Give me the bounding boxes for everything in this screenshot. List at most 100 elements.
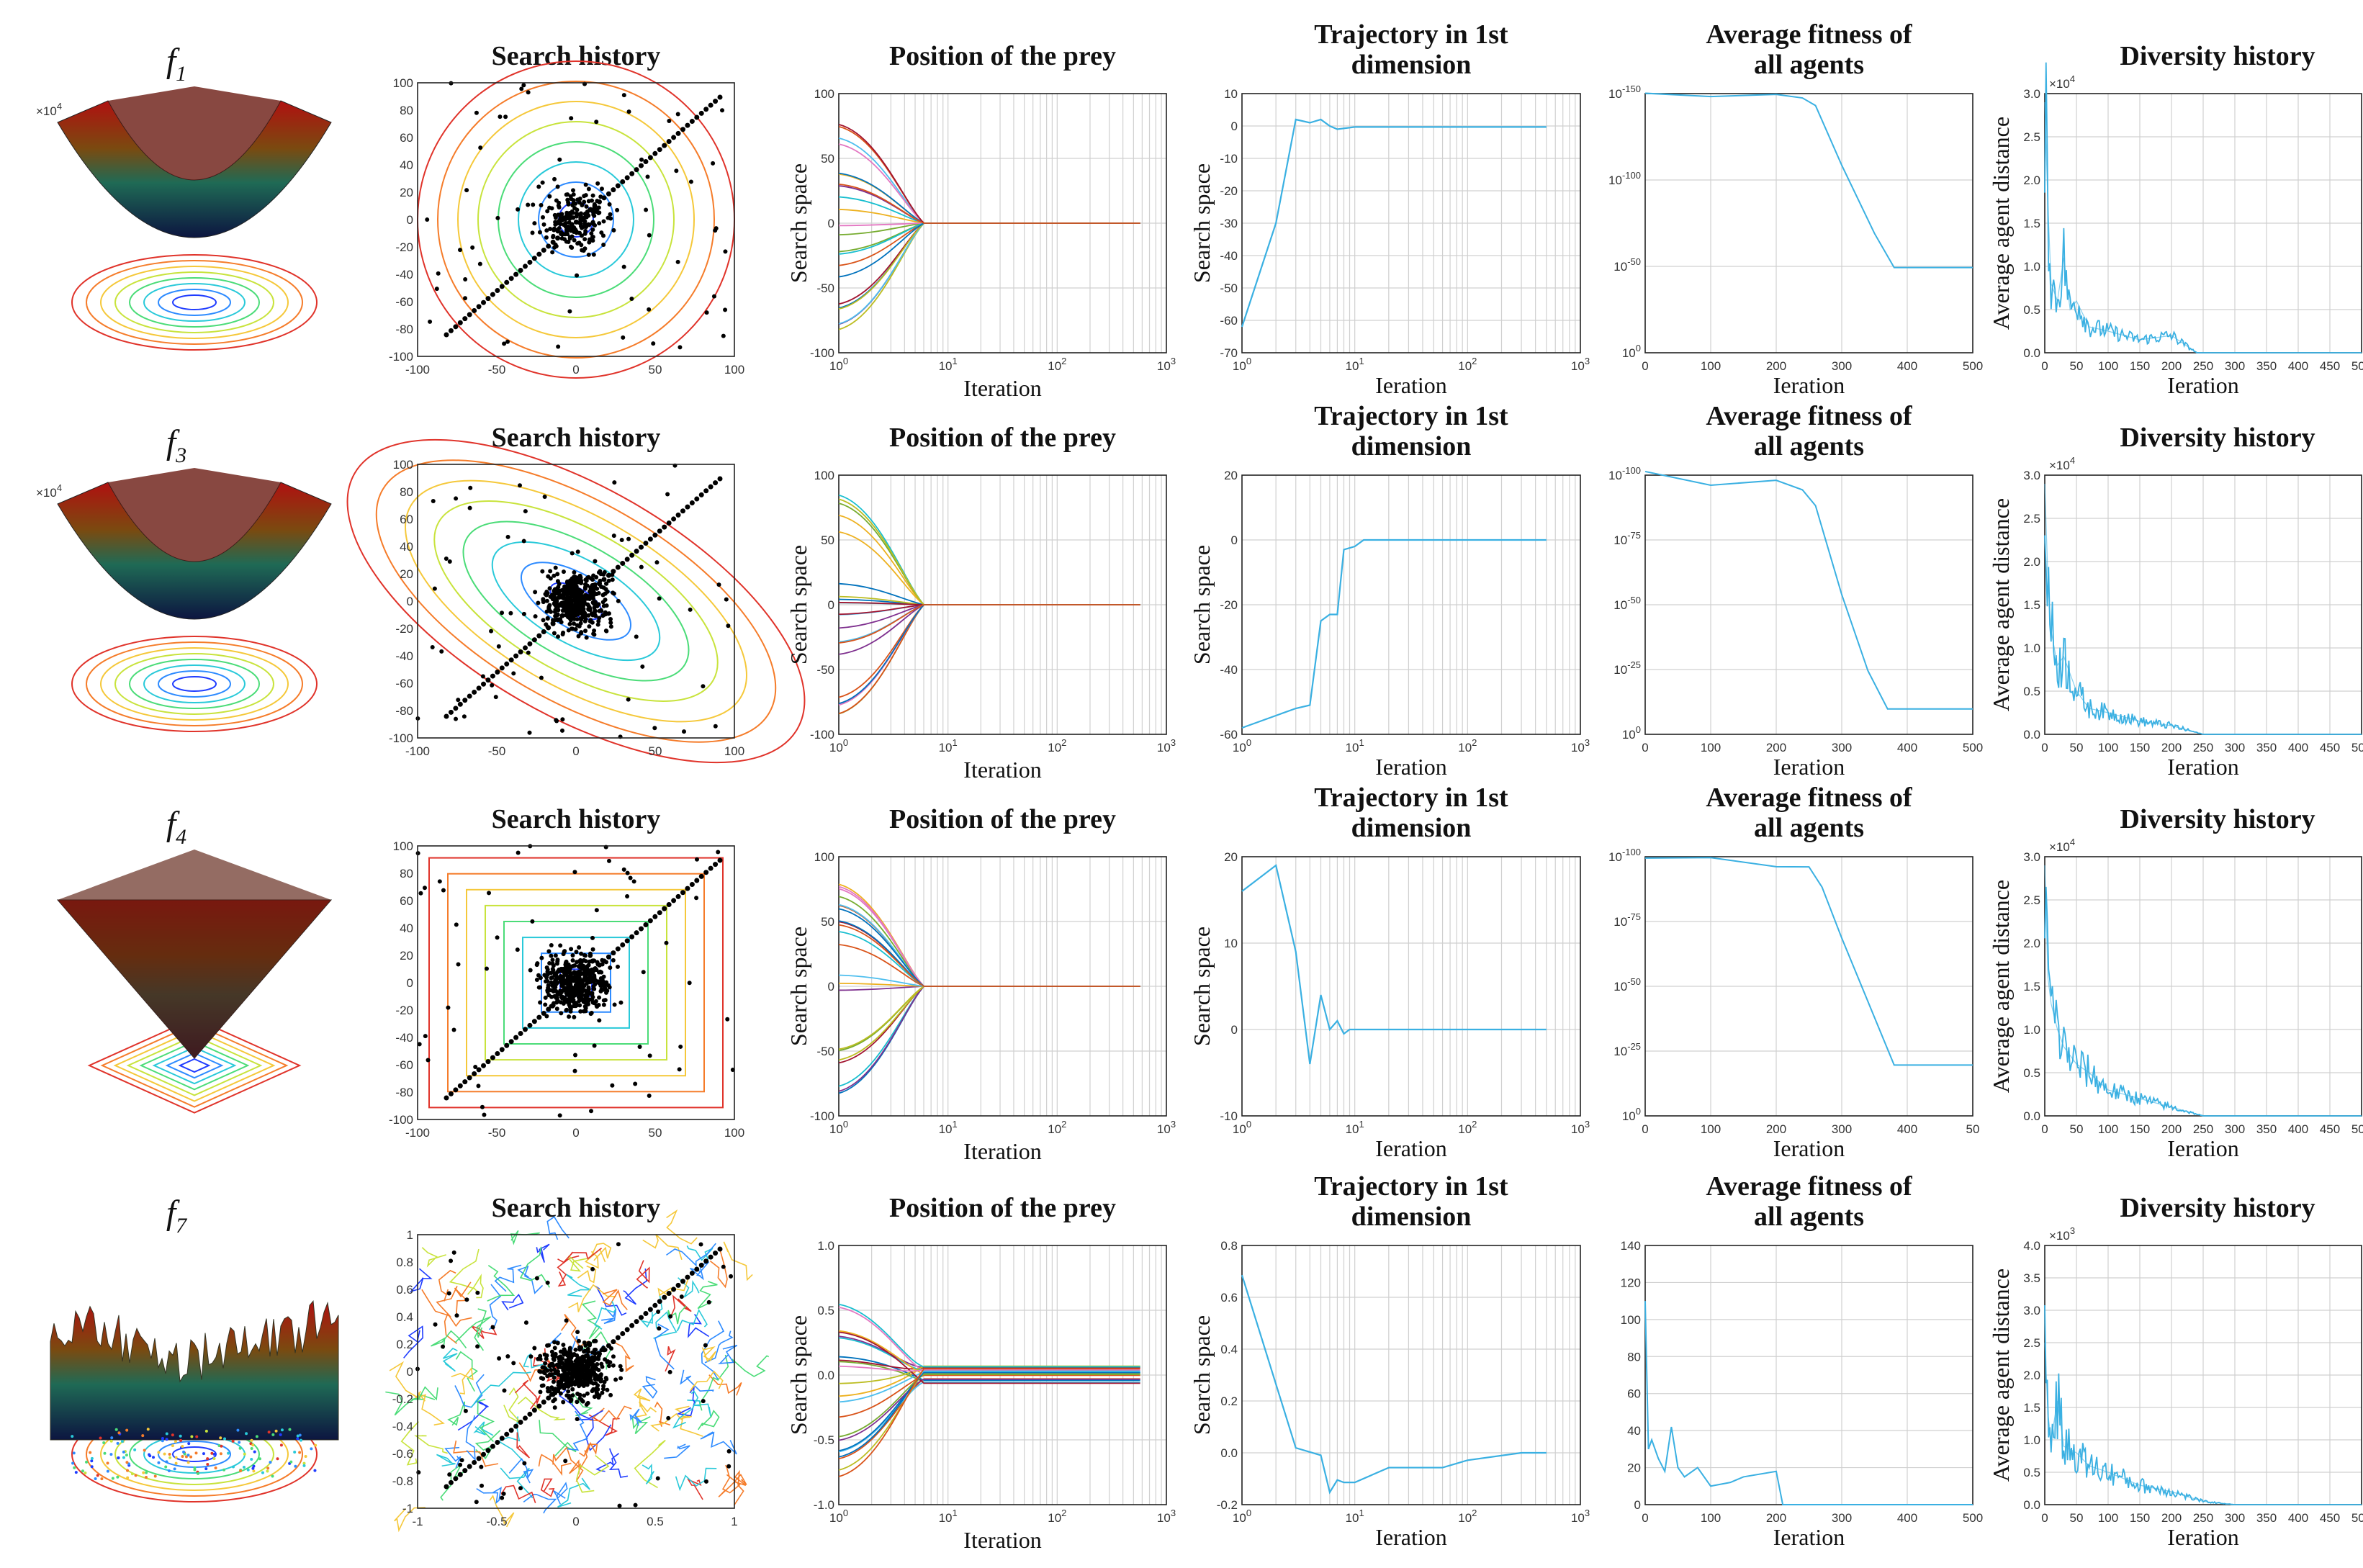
search-point [549,1368,554,1373]
search-point [606,954,611,960]
y-tick-label: 50 [821,533,834,547]
search-point [553,215,558,220]
x-tick-label: 103 [1571,1508,1590,1525]
search-point [531,1407,537,1413]
surface-contour [143,664,246,703]
search-point [432,586,437,591]
search-point [458,1462,463,1467]
surface-contour [165,1460,168,1464]
search-point [560,631,565,636]
search-point [444,713,449,719]
x-axis-label: Ieration [1773,372,1845,398]
x-tick-label: -100 [405,744,430,758]
search-point [592,958,597,963]
search-point [701,684,706,689]
search-point [647,307,652,312]
search-point [720,108,725,113]
search-point [467,693,472,699]
search-point [472,1459,477,1465]
surface-contour [239,1469,243,1473]
search-point [656,1309,661,1314]
search-point [704,310,709,315]
surface-contour [274,1429,278,1433]
surface-contour [126,1476,130,1479]
search-point [626,697,631,702]
surface-contour [165,1052,224,1079]
search-point [726,1464,732,1469]
surface-contour [288,1428,292,1431]
search-point [584,204,589,209]
search-point [598,969,603,974]
y-tick-label: -60 [395,295,413,309]
contour-line [585,1248,606,1269]
search-point [567,1004,572,1009]
search-point [545,1343,550,1348]
contour-line [633,1388,651,1407]
search-point [605,1387,610,1392]
search-point [522,645,528,651]
contour-line [569,1450,588,1474]
search-point [547,1389,552,1394]
search-point [666,521,672,526]
diversity-line [2044,886,2362,1117]
search-point [596,205,601,210]
search-point [596,1002,601,1007]
surface-contour [165,1432,168,1436]
search-point [615,964,620,969]
y-tick-label: 10-50 [1613,595,1641,612]
search-point [569,978,574,983]
search-point [570,551,575,556]
search-point [582,1359,588,1364]
contour-line [414,1391,445,1426]
search-point [592,975,597,980]
search-point [595,181,600,186]
x-tick-label: 101 [939,356,958,373]
search-point [603,610,608,615]
surface-contour [181,1445,184,1448]
search-point [576,634,581,639]
search-point [618,1364,623,1369]
x-tick-label: 500 [1963,359,1983,373]
x-axis-label: Ieration [1375,372,1447,398]
y-tick-label: 10-100 [1608,465,1641,482]
search-point [495,1439,500,1445]
search-point [580,1399,585,1404]
x-axis-label: Ieration [2167,1135,2239,1161]
contour-line [634,1439,666,1489]
search-point [556,634,561,639]
search-point [490,1055,495,1060]
contour-line [697,1281,718,1310]
search-point [647,1053,652,1058]
search-point [533,590,538,595]
search-point [575,1391,580,1396]
search-point [575,273,580,278]
surface-contour [90,1465,94,1469]
search-point [559,613,565,618]
search-point [585,1364,590,1369]
y-tick-label: -100 [389,350,413,364]
surface-contour [179,1434,182,1438]
search-point [569,613,574,618]
contour-line [428,857,724,1109]
search-point [583,959,588,964]
search-point [431,499,436,504]
search-point [675,259,680,264]
contour-line [447,1401,465,1426]
search-point [694,857,699,862]
prey-title: Position of the prey [889,41,1116,71]
search-point [485,1059,491,1065]
search-point [430,645,435,650]
search-point [449,1258,454,1263]
search-point [527,730,532,735]
search-point [552,227,557,233]
search-point [602,986,607,991]
y-tick-label: 20 [400,186,413,199]
search-point [553,565,558,570]
search-point [541,1383,546,1388]
search-point [675,512,681,518]
surface-contour [99,1436,102,1440]
y-tick-label: 0 [407,1365,413,1379]
